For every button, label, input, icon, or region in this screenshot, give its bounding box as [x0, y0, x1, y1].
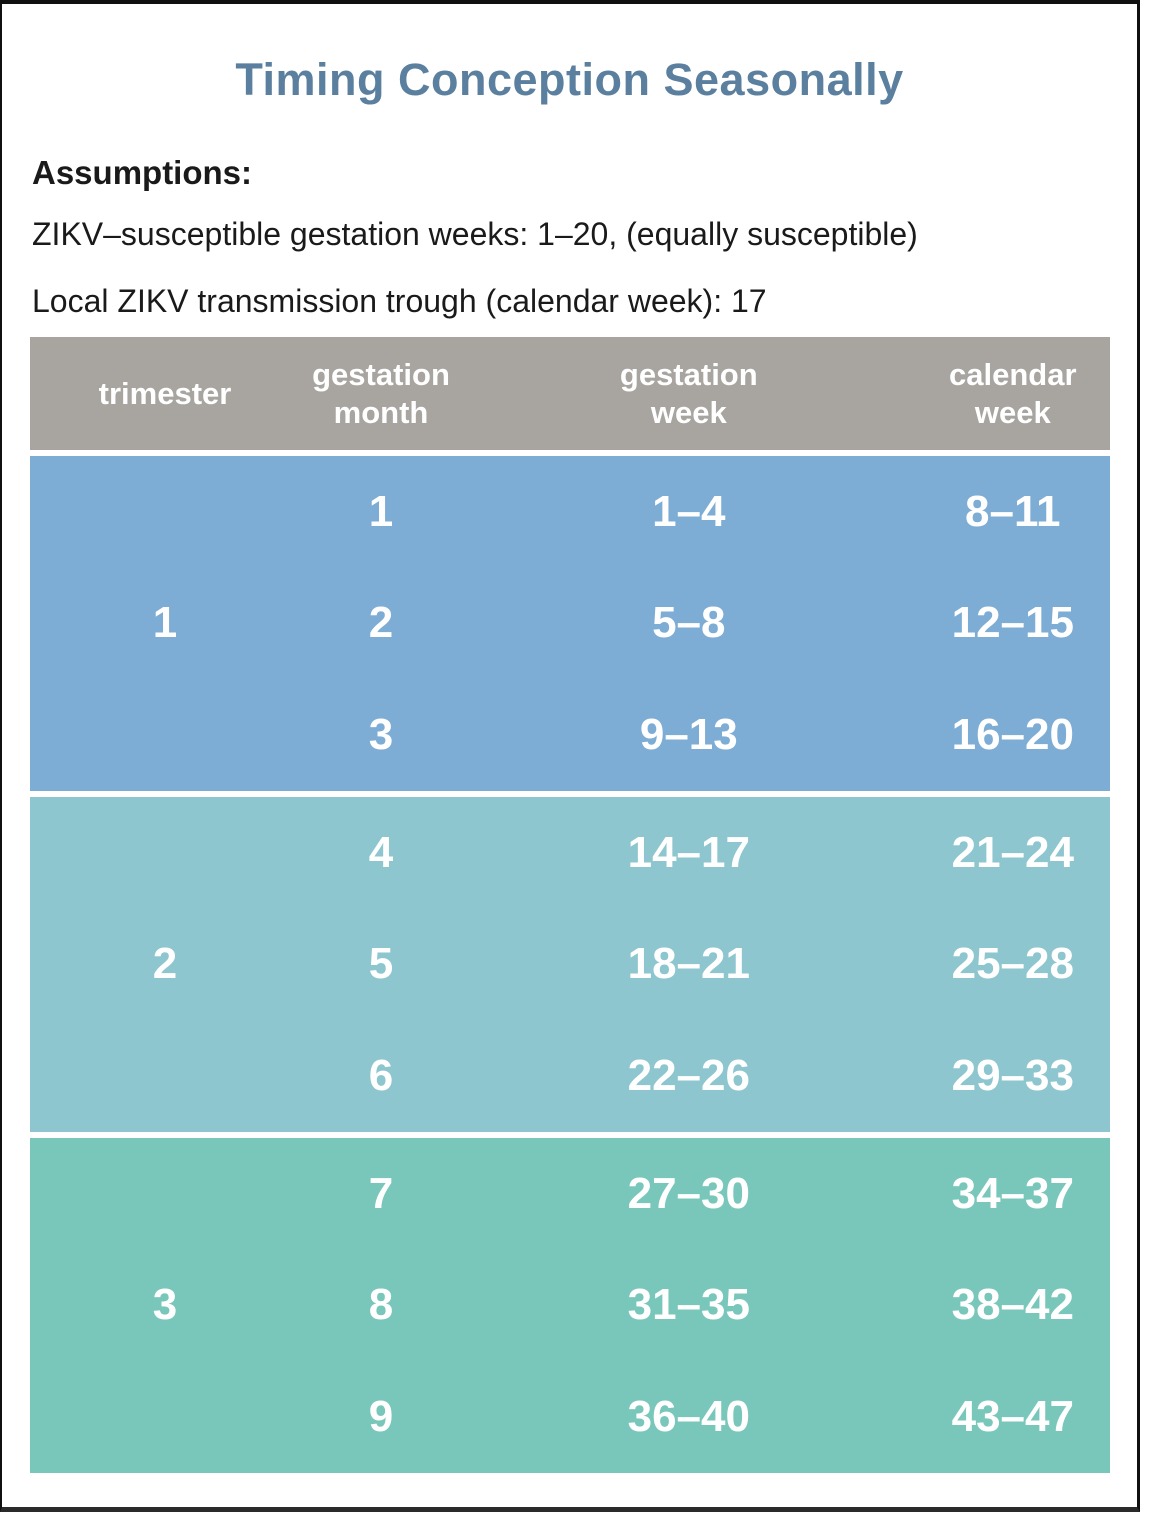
table-header-row: trimester gestation month gestation week… — [30, 337, 1110, 450]
calendar-week-cell: 34–37 — [951, 1168, 1074, 1218]
trimester-number: 1 — [152, 598, 178, 648]
gestation-week-cell: 31–35 — [627, 1280, 750, 1330]
header-label: trimester — [98, 375, 232, 411]
assumption-line-transmission-trough: Local ZIKV transmission trough (calendar… — [32, 283, 767, 319]
header-label: gestation — [619, 356, 758, 392]
header-label: week — [974, 394, 1051, 430]
conception-timing-table: trimester gestation month gestation week… — [30, 337, 1110, 1473]
trimester-1-block: 1 1 1–4 8–11 2 5–8 12–15 3 9–13 16–20 — [30, 456, 1110, 791]
trimester-number: 3 — [152, 1280, 178, 1330]
header-label: week — [650, 394, 727, 430]
gestation-week-cell: 36–40 — [627, 1392, 750, 1442]
gestation-month-cell: 9 — [368, 1392, 394, 1442]
gestation-week-cell: 5–8 — [652, 598, 726, 648]
header-label: gestation — [312, 356, 450, 392]
calendar-week-cell: 8–11 — [965, 486, 1061, 536]
page-title: Timing Conception Seasonally — [235, 54, 904, 106]
gestation-month-cell: 7 — [368, 1168, 394, 1218]
gestation-week-cell: 22–26 — [627, 1051, 750, 1101]
assumption-line-zikv-weeks: ZIKV–susceptible gestation weeks: 1–20, … — [32, 216, 918, 252]
gestation-week-cell: 27–30 — [627, 1168, 750, 1218]
header-cell-calendar-week: calendar week — [916, 356, 1110, 432]
gestation-month-cell: 6 — [368, 1051, 394, 1101]
trimester-2-block: 2 4 14–17 21–24 5 18–21 25–28 6 22–26 29… — [30, 797, 1110, 1132]
header-label: calendar — [949, 356, 1077, 392]
calendar-week-cell: 38–42 — [951, 1280, 1074, 1330]
calendar-week-cell: 29–33 — [951, 1051, 1074, 1101]
assumptions-heading: Assumptions: — [32, 154, 253, 191]
gestation-week-cell: 1–4 — [652, 486, 726, 536]
header-cell-gestation-month: gestation month — [300, 356, 462, 432]
gestation-week-cell: 9–13 — [639, 710, 738, 760]
header-label: month — [333, 394, 429, 430]
gestation-month-cell: 1 — [368, 486, 394, 536]
header-cell-trimester: trimester — [30, 375, 300, 413]
calendar-week-cell: 21–24 — [951, 827, 1074, 877]
calendar-week-cell: 16–20 — [951, 710, 1074, 760]
gestation-month-cell: 4 — [368, 827, 394, 877]
calendar-week-cell: 43–47 — [951, 1392, 1074, 1442]
gestation-month-cell: 8 — [368, 1280, 394, 1330]
gestation-month-cell: 5 — [368, 939, 394, 989]
trimester-number: 2 — [152, 939, 178, 989]
gestation-week-cell: 14–17 — [627, 827, 750, 877]
calendar-week-cell: 12–15 — [951, 598, 1074, 648]
header-cell-gestation-week: gestation week — [462, 356, 916, 432]
gestation-month-cell: 2 — [368, 598, 394, 648]
gestation-month-cell: 3 — [368, 710, 394, 760]
calendar-week-cell: 25–28 — [951, 939, 1074, 989]
trimester-3-block: 3 7 27–30 34–37 8 31–35 38–42 9 36–40 43… — [30, 1138, 1110, 1473]
gestation-week-cell: 18–21 — [627, 939, 750, 989]
